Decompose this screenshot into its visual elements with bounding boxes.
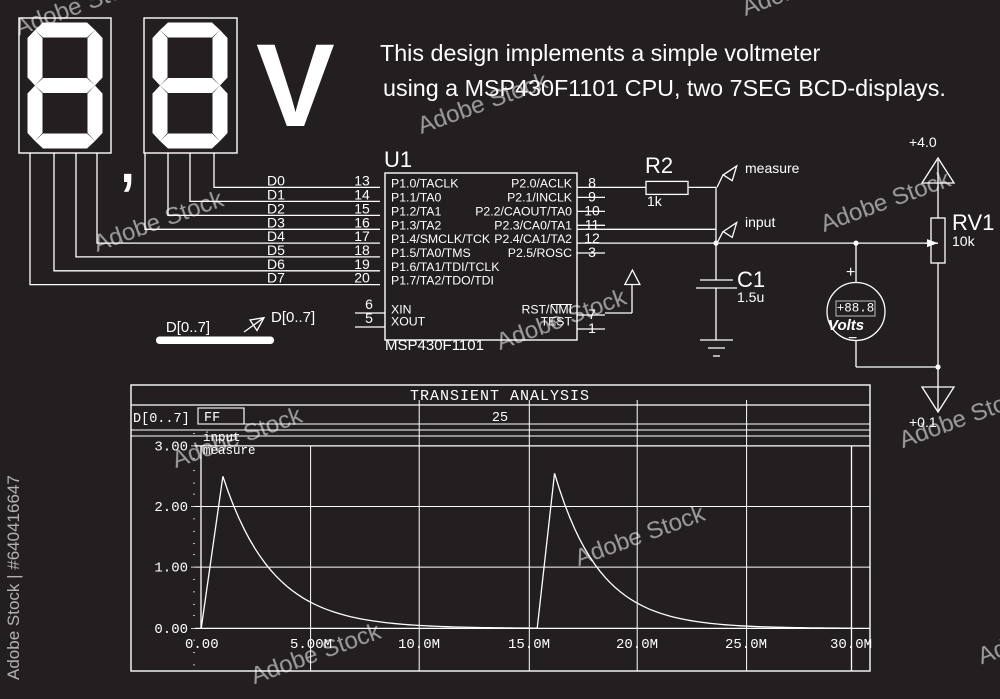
svg-text:P1.7/TA2/TDO/TDI: P1.7/TA2/TDO/TDI <box>391 274 494 288</box>
svg-text:P1.3/TA2: P1.3/TA2 <box>391 218 442 232</box>
svg-text:P2.4/CA1/TA2: P2.4/CA1/TA2 <box>494 232 572 246</box>
svg-text:+88.8: +88.8 <box>837 302 875 316</box>
svg-text:5.00M: 5.00M <box>290 637 332 653</box>
svg-text:P2.5/ROSC: P2.5/ROSC <box>508 246 572 260</box>
svg-text:P2.1/INCLK: P2.1/INCLK <box>507 190 573 204</box>
svg-text:U1: U1 <box>384 147 412 172</box>
svg-text:+0.1: +0.1 <box>909 414 937 430</box>
svg-text:D[0..7]: D[0..7] <box>271 309 315 326</box>
svg-text:R2: R2 <box>645 153 673 178</box>
svg-text:P1.1/TA0: P1.1/TA0 <box>391 190 442 204</box>
svg-text:RV1: RV1 <box>952 210 994 235</box>
svg-text:This design implements a simpl: This design implements a simple voltmete… <box>380 40 820 66</box>
svg-text:,: , <box>117 114 138 199</box>
svg-text:D[0..7]: D[0..7] <box>133 412 190 427</box>
svg-text:20: 20 <box>354 270 370 286</box>
svg-text:10.0M: 10.0M <box>398 637 440 653</box>
svg-text:15.0M: 15.0M <box>508 637 550 653</box>
svg-text:1.5u: 1.5u <box>737 289 764 305</box>
svg-text:P2.2/CAOUT/TA0: P2.2/CAOUT/TA0 <box>475 204 572 218</box>
svg-text:20.0M: 20.0M <box>616 637 658 653</box>
svg-text:Volts: Volts <box>828 317 864 334</box>
svg-text:25: 25 <box>492 411 508 426</box>
svg-text:2.00: 2.00 <box>154 500 188 516</box>
svg-text:MSP430F1101: MSP430F1101 <box>385 337 484 354</box>
svg-text:3.00: 3.00 <box>154 440 188 456</box>
svg-text:input: input <box>203 431 241 445</box>
svg-text:P1.2/TA1: P1.2/TA1 <box>391 204 442 218</box>
svg-text:25.0M: 25.0M <box>725 637 767 653</box>
svg-text:P1.6/TA1/TDI/TCLK: P1.6/TA1/TDI/TCLK <box>391 260 500 274</box>
svg-text:P2.3/CA0/TA1: P2.3/CA0/TA1 <box>494 218 572 232</box>
svg-text:30.0M: 30.0M <box>830 637 872 653</box>
svg-text:input: input <box>745 214 775 230</box>
svg-text:XOUT: XOUT <box>391 315 426 329</box>
svg-text:measure: measure <box>203 444 256 458</box>
svg-text:3: 3 <box>588 244 596 260</box>
svg-text:1.00: 1.00 <box>154 561 188 577</box>
svg-text:V: V <box>256 20 335 152</box>
svg-text:1k: 1k <box>647 193 663 209</box>
svg-text:TEST: TEST <box>541 315 573 329</box>
svg-text:P2.0/ACLK: P2.0/ACLK <box>511 176 573 190</box>
svg-text:measure: measure <box>745 160 800 176</box>
svg-text:0.00: 0.00 <box>154 622 188 638</box>
svg-text:P1.5/TA0/TMS: P1.5/TA0/TMS <box>391 246 471 260</box>
svg-text:P1.0/TACLK: P1.0/TACLK <box>391 176 459 190</box>
svg-text:10k: 10k <box>952 233 976 249</box>
svg-text:+: + <box>846 264 855 281</box>
svg-text:+4.0: +4.0 <box>909 134 937 150</box>
svg-text:Adobe Stock | #640416647: Adobe Stock | #640416647 <box>4 475 23 680</box>
svg-text:5: 5 <box>365 310 373 326</box>
svg-text:D[0..7]: D[0..7] <box>166 319 210 336</box>
svg-text:TRANSIENT ANALYSIS: TRANSIENT ANALYSIS <box>410 388 590 405</box>
svg-text:P1.4/SMCLK/TCK: P1.4/SMCLK/TCK <box>391 232 491 246</box>
svg-text:using a MSP430F1101 CPU, two 7: using a MSP430F1101 CPU, two 7SEG BCD-di… <box>383 75 946 101</box>
svg-text:1: 1 <box>588 320 596 336</box>
svg-text:0.00: 0.00 <box>185 637 219 653</box>
svg-text:D7: D7 <box>267 270 285 286</box>
